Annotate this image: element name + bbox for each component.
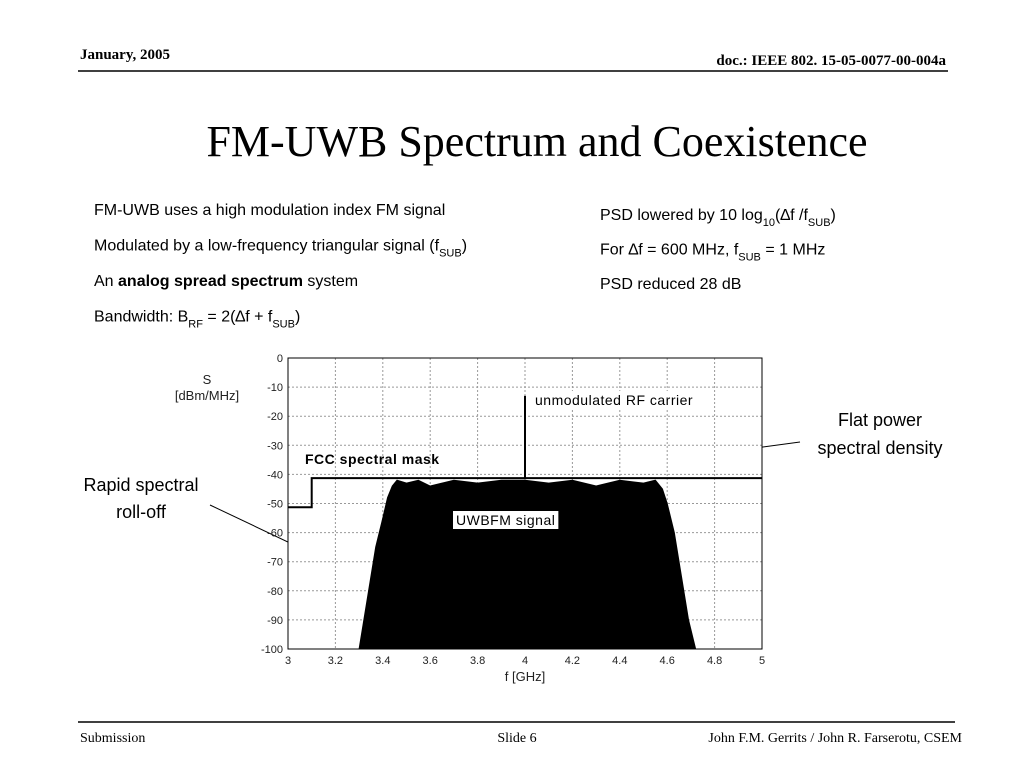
x-tick-label: 4.8 xyxy=(707,655,722,667)
header-date: January, 2005 xyxy=(80,47,170,63)
text-run: ) xyxy=(831,207,836,224)
text-run: PSD lowered by 10 log xyxy=(600,207,763,224)
slide-title: FM-UWB Spectrum and Coexistence xyxy=(206,117,867,166)
text-run: FM-UWB uses a high modulation index FM s… xyxy=(94,202,445,219)
bullet-text: PSD lowered by 10 log10(∆f /fSUB) xyxy=(600,207,836,229)
text-run: system xyxy=(303,273,358,290)
x-tick-label: 3.2 xyxy=(328,655,343,667)
bullet-text: Bandwidth: BRF = 2(∆f + fSUB) xyxy=(94,309,300,331)
text-run: = 2(∆f + f xyxy=(203,309,273,326)
y-tick-label: -40 xyxy=(267,469,283,481)
text-run: An xyxy=(94,273,118,290)
footer-center: Slide 6 xyxy=(497,731,536,746)
annotation: Flat power xyxy=(838,410,922,430)
text-run: PSD reduced 28 dB xyxy=(600,276,741,293)
text-run: For ∆f = 600 MHz, f xyxy=(600,242,739,259)
y-axis-label: S xyxy=(203,372,212,387)
text-run: ) xyxy=(295,309,300,326)
text-run: Bandwidth: B xyxy=(94,309,188,326)
text-run: = 1 MHz xyxy=(761,242,825,259)
series-line xyxy=(288,477,762,509)
footer-right: John F.M. Gerrits / John R. Farserotu, C… xyxy=(708,731,962,746)
x-axis-label: f [GHz] xyxy=(505,669,545,684)
bullet-text: Modulated by a low-frequency triangular … xyxy=(94,238,467,260)
series-label: unmodulated RF carrier xyxy=(535,392,693,408)
bullet-text: PSD reduced 28 dB xyxy=(600,276,741,293)
y-tick-label: -20 xyxy=(267,411,283,423)
x-tick-label: 3 xyxy=(285,655,291,667)
y-tick-label: -70 xyxy=(267,557,283,569)
annotation: Rapid spectral xyxy=(83,475,198,495)
label-box xyxy=(532,391,697,409)
y-tick-label: -30 xyxy=(267,440,283,452)
text-run: RF xyxy=(188,319,203,331)
text-run: analog spread spectrum xyxy=(118,273,303,290)
bullet-text: An analog spread spectrum system xyxy=(94,273,358,290)
text-run: (∆f /f xyxy=(775,207,808,224)
y-axis-label: [dBm/MHz] xyxy=(175,388,239,403)
x-tick-label: 4.6 xyxy=(660,655,675,667)
y-tick-label: -100 xyxy=(261,644,283,656)
series-label: FCC spectral mask xyxy=(305,451,440,467)
x-tick-label: 3.6 xyxy=(423,655,438,667)
x-tick-label: 4.4 xyxy=(612,655,627,667)
footer-left: Submission xyxy=(80,731,145,746)
x-tick-label: 5 xyxy=(759,655,765,667)
annotation: roll-off xyxy=(116,502,167,522)
y-tick-label: -10 xyxy=(267,382,283,394)
plot-frame xyxy=(287,357,763,650)
bullet-text: FM-UWB uses a high modulation index FM s… xyxy=(94,202,445,219)
x-tick-label: 3.8 xyxy=(470,655,485,667)
text-run: ) xyxy=(462,238,467,255)
bullet-text: For ∆f = 600 MHz, fSUB = 1 MHz xyxy=(600,242,825,264)
label-box xyxy=(453,511,559,529)
x-tick-label: 4 xyxy=(522,655,528,667)
text-run: SUB xyxy=(272,319,295,331)
series-label: UWBFM signal xyxy=(456,512,555,528)
annotation: spectral density xyxy=(817,438,942,458)
text-run: SUB xyxy=(738,252,761,264)
signal-area xyxy=(358,479,697,650)
x-tick-label: 4.2 xyxy=(565,655,580,667)
y-tick-label: -50 xyxy=(267,499,283,511)
y-tick-label: -80 xyxy=(267,586,283,598)
y-tick-label: -90 xyxy=(267,615,283,627)
text-run: Modulated by a low-frequency triangular … xyxy=(94,238,440,255)
header-doc: doc.: IEEE 802. 15-05-0077-00-004a xyxy=(716,53,946,69)
x-tick-label: 3.4 xyxy=(375,655,390,667)
text-run: SUB xyxy=(439,248,462,260)
text-run: SUB xyxy=(808,217,831,229)
y-tick-label: -60 xyxy=(267,528,283,540)
y-tick-label: 0 xyxy=(277,353,283,365)
text-run: 10 xyxy=(763,217,775,229)
